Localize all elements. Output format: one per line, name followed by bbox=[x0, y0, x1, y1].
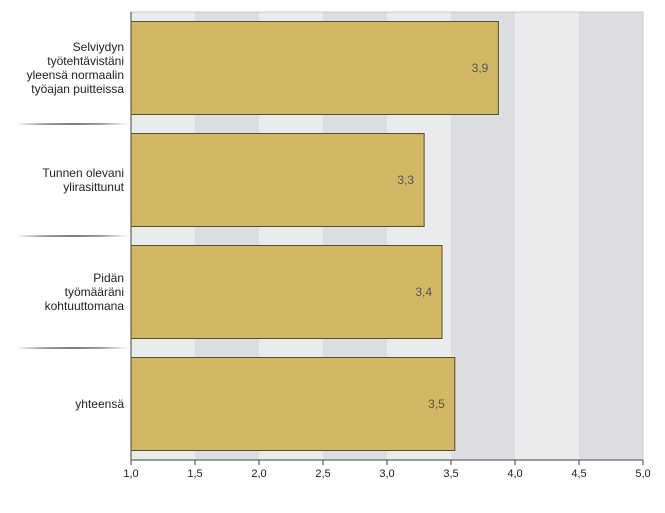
category-label-line: ylirasittunut bbox=[63, 180, 124, 194]
data-label: 3,5 bbox=[428, 397, 445, 411]
bar bbox=[130, 245, 443, 339]
grid-band bbox=[515, 12, 579, 460]
grid-band bbox=[579, 12, 643, 460]
x-tick-label: 1,5 bbox=[187, 468, 202, 480]
category-label-line: kohtuuttomana bbox=[44, 299, 124, 313]
bar bbox=[130, 21, 499, 115]
x-tick-label: 4,5 bbox=[571, 468, 586, 480]
category-label: yhteensä bbox=[6, 397, 124, 411]
category-label-line: yleensä normaalin bbox=[26, 68, 124, 82]
category-label-line: työmääräni bbox=[64, 285, 124, 299]
data-labels: 3,9 3,3 3,4 3,5 bbox=[397, 61, 488, 411]
category-label-line: Tunnen olevani bbox=[42, 166, 124, 180]
category-separators bbox=[16, 123, 130, 349]
category-label-line: työtehtävistäni bbox=[47, 54, 124, 68]
category-label: Tunnen olevani ylirasittunut bbox=[6, 166, 124, 194]
category-label-line: yhteensä bbox=[75, 397, 124, 411]
category-label: Selviydyn työtehtävistäni yleensä normaali… bbox=[6, 40, 124, 96]
x-tick-label: 2,0 bbox=[251, 468, 266, 480]
category-label-line: Pidän bbox=[93, 271, 124, 285]
x-tick-label: 3,5 bbox=[443, 468, 458, 480]
category-separator bbox=[16, 123, 130, 125]
category-label-line: työajan puitteissa bbox=[31, 82, 124, 96]
x-tick-label: 2,5 bbox=[315, 468, 330, 480]
category-label-line: Selviydyn bbox=[72, 40, 124, 54]
x-axis: 1,0 1,5 2,0 2,5 3,0 3,5 4,0 4,5 5,0 bbox=[123, 12, 651, 480]
x-tick-label: 3,0 bbox=[379, 468, 394, 480]
bars bbox=[130, 21, 499, 451]
data-label: 3,3 bbox=[397, 173, 414, 187]
category-separator bbox=[16, 347, 130, 349]
x-tick-label: 1,0 bbox=[123, 468, 138, 480]
x-tick-label: 5,0 bbox=[635, 468, 650, 480]
data-label: 3,4 bbox=[415, 285, 432, 299]
category-separator bbox=[16, 235, 130, 237]
bar bbox=[130, 357, 456, 451]
data-label: 3,9 bbox=[472, 61, 489, 75]
x-tick-label: 4,0 bbox=[507, 468, 522, 480]
category-label: Pidän työmääräni kohtuuttomana bbox=[6, 271, 124, 313]
bar bbox=[130, 133, 425, 227]
